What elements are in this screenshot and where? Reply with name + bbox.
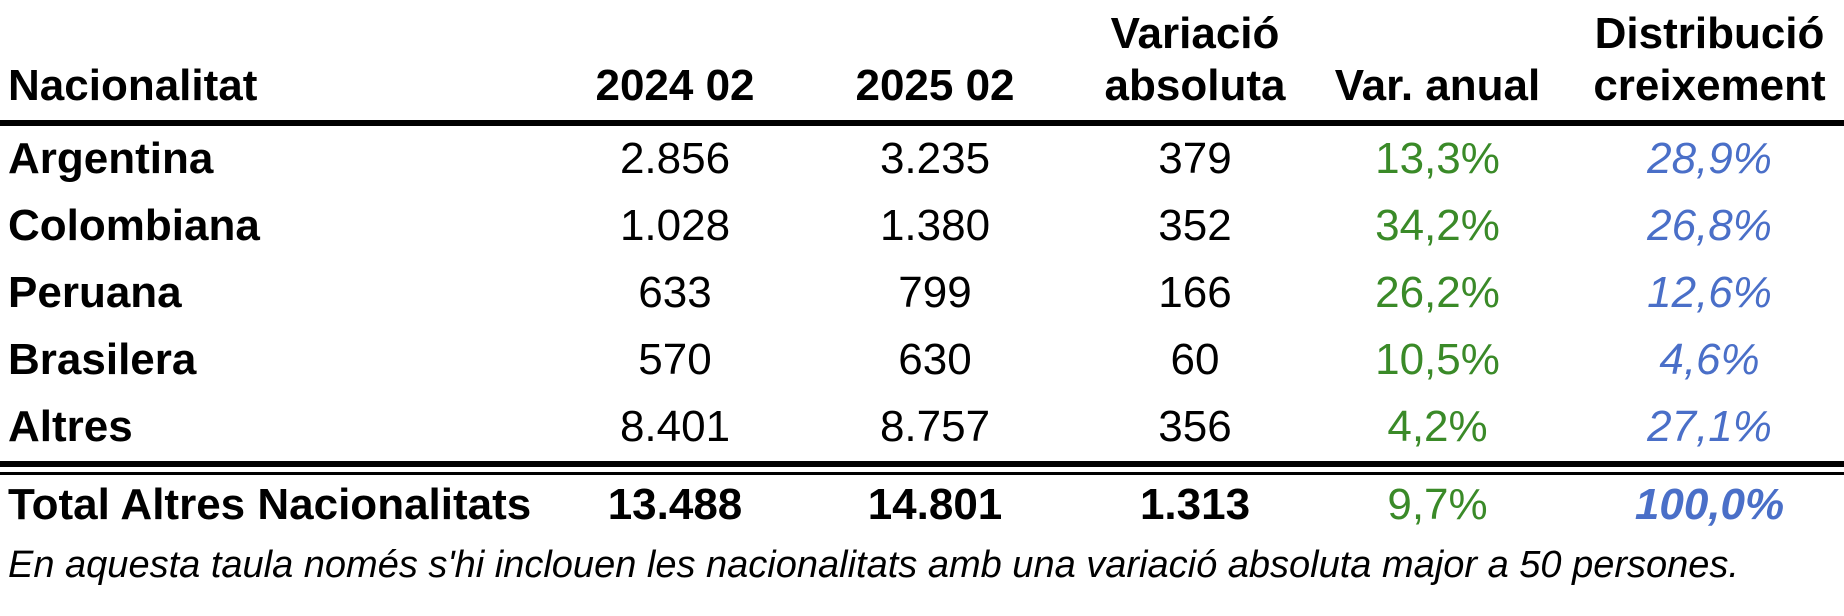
absolute-variation-cell: 60 <box>1170 335 1220 385</box>
col-header-2024-02: 2024 02 <box>570 8 780 126</box>
value-2024-cell: 2.856 <box>619 134 731 184</box>
col-header-variacio-line1: Variació <box>1110 9 1280 58</box>
annual-variation-cell: 13,3% <box>1375 134 1500 184</box>
growth-distribution-cell: 4,6% <box>1659 335 1760 385</box>
total-label: Total Altres Nacionalitats <box>8 479 532 529</box>
col-header-distribucio-creixement: Distribució creixement <box>1575 8 1844 126</box>
col-header-2025-02: 2025 02 <box>780 8 1090 126</box>
value-2025-cell: 799 <box>898 268 972 318</box>
value-2025-cell: 1.380 <box>879 201 991 251</box>
growth-distribution-cell: 28,9% <box>1647 134 1772 184</box>
table-row-argentina: Argentina 2.856 3.235 379 13,3% 28,9% <box>0 123 1844 193</box>
growth-distribution-cell: 12,6% <box>1647 268 1772 318</box>
table-row-colombiana: Colombiana 1.028 1.380 352 34,2% 26,8% <box>0 193 1844 260</box>
col-header-distribucio-line2: creixement <box>1593 60 1826 110</box>
total-annual-variation-cell: 9,7% <box>1387 479 1488 529</box>
col-header-distribucio-line1: Distribució <box>1594 9 1825 58</box>
value-2024-cell: 633 <box>638 268 712 318</box>
absolute-variation-cell: 356 <box>1158 402 1232 452</box>
total-2025-cell: 14.801 <box>867 479 1003 529</box>
total-divider-rule <box>0 460 1844 475</box>
value-2024-cell: 1.028 <box>619 201 731 251</box>
growth-distribution-cell: 26,8% <box>1647 201 1772 251</box>
absolute-variation-cell: 379 <box>1158 134 1232 184</box>
growth-distribution-cell: 27,1% <box>1647 402 1772 452</box>
annual-variation-cell: 34,2% <box>1375 201 1500 251</box>
header-row: Nacionalitat 2024 02 2025 02 Variació ab… <box>0 8 1844 126</box>
table-row-peruana: Peruana 633 799 166 26,2% 12,6% <box>0 260 1844 327</box>
col-header-var-anual: Var. anual <box>1300 8 1575 126</box>
nationality-cell: Argentina <box>8 134 214 184</box>
value-2025-cell: 3.235 <box>879 134 991 184</box>
value-2025-cell: 8.757 <box>879 402 991 452</box>
nationality-cell: Colombiana <box>8 201 260 251</box>
col-header-variacio-line2: absoluta <box>1104 60 1286 110</box>
annual-variation-cell: 4,2% <box>1387 402 1488 452</box>
annual-variation-cell: 10,5% <box>1375 335 1500 385</box>
total-absolute-variation-cell: 1.313 <box>1139 479 1251 529</box>
table-row-brasilera: Brasilera 570 630 60 10,5% 4,6% <box>0 327 1844 394</box>
absolute-variation-cell: 166 <box>1158 268 1232 318</box>
value-2024-cell: 570 <box>638 335 712 385</box>
value-2024-cell: 8.401 <box>619 402 731 452</box>
value-2025-cell: 630 <box>898 335 972 385</box>
nationality-cell: Brasilera <box>8 335 197 385</box>
nationality-cell: Altres <box>8 402 133 452</box>
table-row-altres: Altres 8.401 8.757 356 4,2% 27,1% <box>0 394 1844 464</box>
total-row: Total Altres Nacionalitats 13.488 14.801… <box>0 473 1844 535</box>
col-header-nacionalitat: Nacionalitat <box>0 8 570 126</box>
total-2024-cell: 13.488 <box>607 479 743 529</box>
nationality-cell: Peruana <box>8 268 182 318</box>
table-footnote: En aquesta taula només s'hi inclouen les… <box>8 543 1739 586</box>
total-growth-distribution-cell: 100,0% <box>1634 479 1785 529</box>
col-header-variacio-absoluta: Variació absoluta <box>1090 8 1300 126</box>
annual-variation-cell: 26,2% <box>1375 268 1500 318</box>
nationalities-table: Nacionalitat 2024 02 2025 02 Variació ab… <box>0 8 1844 535</box>
absolute-variation-cell: 352 <box>1158 201 1232 251</box>
